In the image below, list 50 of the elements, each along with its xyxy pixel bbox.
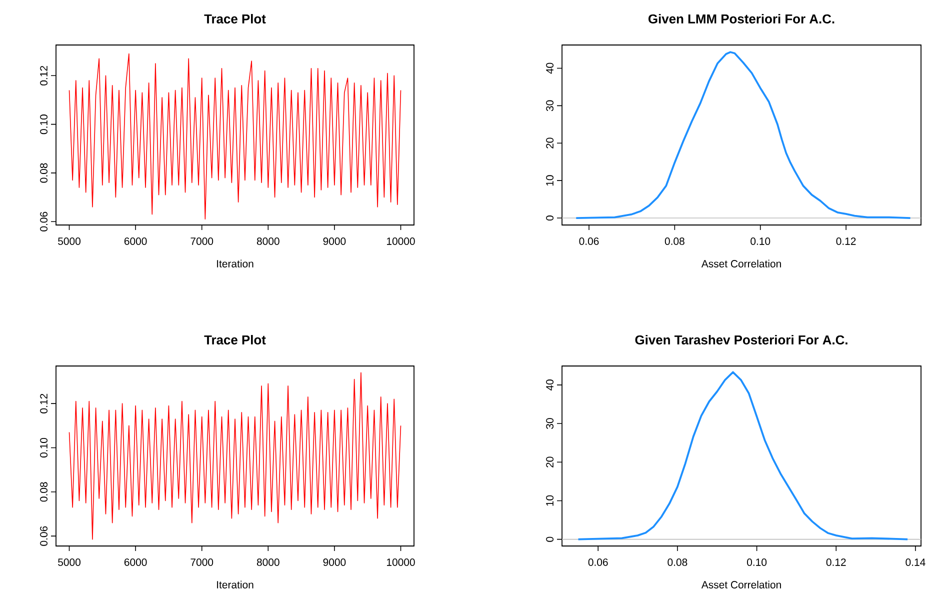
x-tick-label: 9000: [323, 238, 346, 245]
y-tick-label: 0.08: [40, 163, 48, 183]
chart-title: Trace Plot: [204, 14, 266, 24]
y-tick-label: 0: [546, 536, 554, 542]
y-tick-label: 0.10: [40, 438, 48, 458]
y-tick-label: 20: [546, 138, 554, 148]
x-axis-title: Asset Correlation: [701, 580, 781, 588]
y-tick-label: 0.10: [40, 114, 48, 134]
x-tick-label: 8000: [256, 238, 280, 245]
x-tick-label: 0.12: [836, 238, 856, 245]
x-axis-title: Iteration: [217, 580, 254, 588]
x-axis-title: Asset Correlation: [701, 260, 781, 268]
y-tick-label: 0: [546, 216, 554, 221]
x-tick-label: 10000: [386, 238, 415, 245]
chart-title: Given Tarashev Posteriori For A.C.: [635, 334, 848, 344]
y-tick-label: 0.06: [40, 526, 48, 546]
y-tick-label: 10: [546, 495, 554, 506]
y-tick-label: 30: [546, 418, 554, 429]
x-tick-label: 7000: [190, 238, 214, 245]
x-tick-label: 5000: [58, 238, 80, 245]
line-series: [68, 372, 402, 540]
x-tick-label: 0.14: [906, 558, 926, 566]
chart-title: Given LMM Posteriori For A.C.: [648, 14, 834, 24]
x-tick-label: 0.12: [826, 558, 846, 566]
x-tick-label: 8000: [256, 558, 280, 566]
y-tick-label: 10: [546, 175, 554, 186]
x-tick-label: 9000: [323, 558, 346, 566]
y-tick-label: 0.12: [40, 66, 48, 86]
chart-title: Trace Plot: [204, 334, 266, 344]
y-tick-label: 30: [546, 100, 554, 112]
line-series: [575, 51, 912, 219]
x-tick-label: 10000: [386, 558, 415, 566]
x-tick-label: 0.08: [664, 238, 684, 245]
x-tick-label: 0.06: [579, 238, 599, 245]
x-axis-title: Iteration: [217, 260, 254, 268]
y-tick-label: 20: [546, 456, 554, 468]
x-tick-label: 0.10: [750, 238, 770, 245]
line-series: [68, 53, 402, 220]
x-tick-label: 5000: [58, 558, 80, 566]
x-tick-label: 0.10: [747, 558, 767, 566]
x-tick-label: 0.06: [588, 558, 608, 566]
x-tick-label: 0.08: [668, 558, 688, 566]
y-tick-label: 40: [546, 62, 554, 74]
x-tick-label: 6000: [124, 238, 147, 245]
y-tick-label: 0.08: [40, 482, 48, 502]
y-tick-label: 0.12: [40, 394, 48, 414]
x-tick-label: 6000: [124, 558, 147, 566]
y-tick-label: 0.06: [40, 212, 48, 232]
x-tick-label: 7000: [190, 558, 214, 566]
y-tick-label: 40: [546, 380, 554, 390]
